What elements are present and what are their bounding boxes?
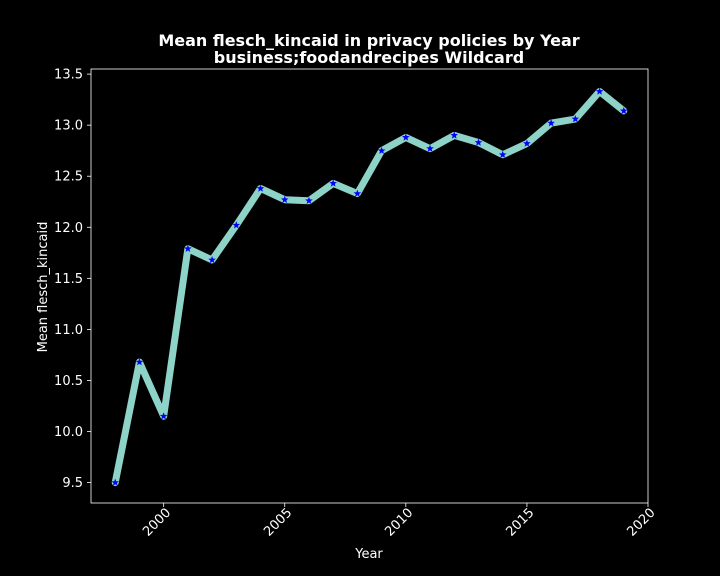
series-line <box>111 87 628 487</box>
data-point <box>329 179 337 187</box>
data-point <box>184 244 192 252</box>
data-point <box>111 478 120 486</box>
chart-title: Mean flesch_kincaid in privacy policies … <box>158 31 579 50</box>
x-tick-label: 2015 <box>503 506 537 540</box>
data-point <box>402 133 410 141</box>
y-tick-label: 11.5 <box>54 272 83 287</box>
y-tick-label: 13.0 <box>54 119 83 134</box>
y-tick-label: 10.5 <box>54 374 83 389</box>
data-point <box>305 196 313 204</box>
x-tick-label: 2000 <box>140 506 174 540</box>
data-point <box>523 139 531 147</box>
x-axis-label: Year <box>354 547 383 562</box>
plot-frame <box>90 68 649 504</box>
y-axis: 9.5 10.0 10.5 11.0 11.5 12.0 12.5 13.0 13.5 <box>54 68 91 491</box>
data-point <box>498 150 507 159</box>
y-tick-label: 13.5 <box>54 68 83 83</box>
y-tick-label: 11.0 <box>54 323 83 338</box>
data-point <box>547 119 555 127</box>
y-tick-label: 12.0 <box>54 221 83 236</box>
series-markers <box>111 87 628 486</box>
x-tick-label: 2005 <box>261 506 295 540</box>
data-point <box>474 138 483 146</box>
data-point <box>377 146 386 154</box>
y-axis-label: Mean flesch_kincaid <box>36 222 51 353</box>
data-point <box>450 131 459 139</box>
x-tick-label: 2020 <box>625 506 659 540</box>
data-point <box>353 189 362 197</box>
data-point <box>619 106 628 115</box>
y-tick-label: 12.5 <box>54 170 83 185</box>
data-point <box>135 358 144 366</box>
data-point <box>280 195 289 203</box>
data-point <box>595 87 604 95</box>
data-point <box>571 115 580 123</box>
data-point <box>426 144 434 152</box>
data-point <box>208 255 216 264</box>
chart-subtitle: business;foodandrecipes Wildcard <box>214 48 524 67</box>
y-tick-label: 9.5 <box>62 476 83 491</box>
x-tick-label: 2010 <box>382 506 416 540</box>
data-point <box>256 184 265 192</box>
data-point <box>159 412 168 420</box>
data-point <box>232 221 241 229</box>
y-tick-label: 10.0 <box>54 425 83 440</box>
x-axis: 2000 2005 2010 2015 2020 <box>140 503 659 540</box>
